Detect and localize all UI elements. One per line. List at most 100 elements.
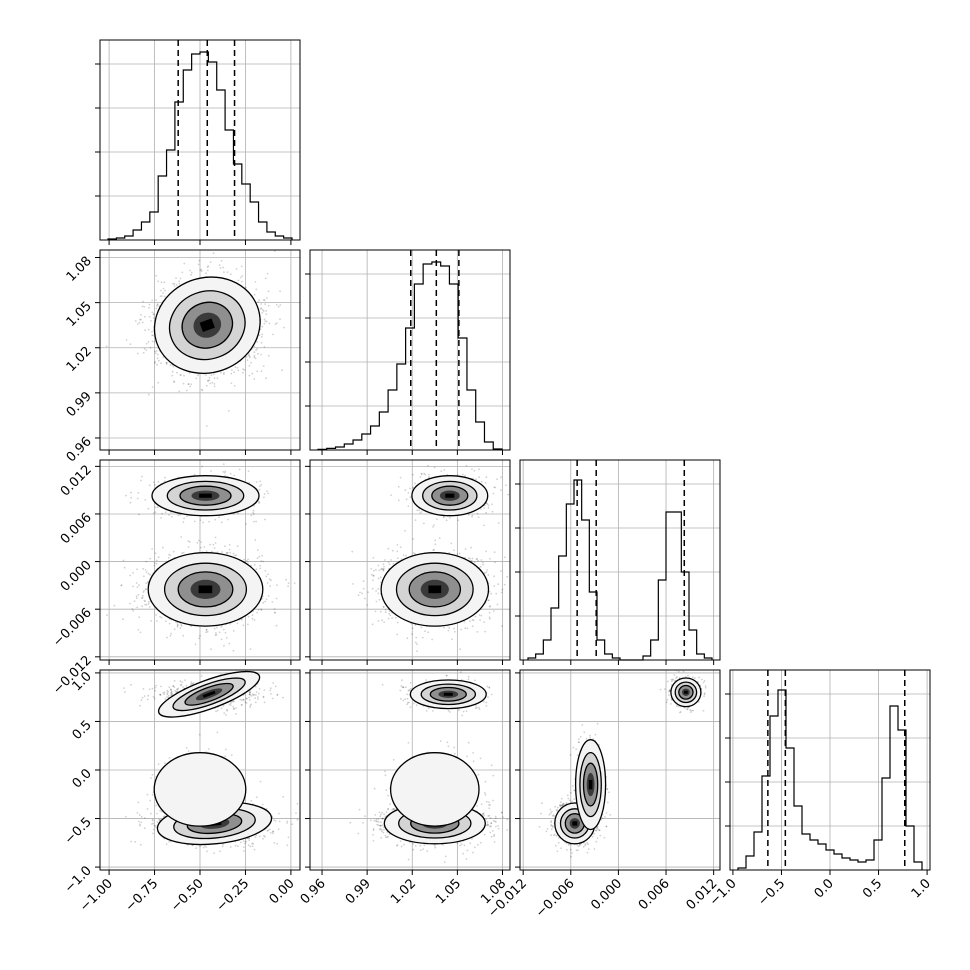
sample-point (156, 303, 159, 306)
sample-point (136, 606, 139, 609)
sample-point (260, 341, 263, 344)
sample-point (277, 305, 280, 308)
sample-point (270, 579, 272, 582)
sample-point (183, 517, 186, 520)
sample-point (247, 354, 250, 357)
sample-point (220, 626, 223, 628)
sample-point (267, 354, 270, 357)
sample-point (251, 614, 254, 616)
sample-point (169, 554, 172, 557)
sample-point (173, 282, 176, 285)
sample-point (154, 361, 157, 363)
sample-point (172, 282, 175, 285)
sample-point (264, 277, 267, 280)
sample-point (137, 629, 140, 631)
sample-point (183, 374, 185, 377)
sample-point (246, 359, 249, 361)
sample-point (275, 624, 278, 627)
histogram-panel-2 (515, 459, 721, 661)
sample-point (255, 568, 258, 571)
sample-point (196, 542, 199, 544)
sample-point (155, 559, 158, 562)
sample-point (164, 289, 166, 292)
sample-point (199, 519, 202, 521)
sample-point (264, 518, 266, 521)
sample-point (275, 322, 278, 324)
sample-point (177, 514, 180, 517)
sample-point (152, 481, 155, 484)
sample-point (168, 553, 171, 556)
sample-point (259, 564, 261, 567)
sample-point (216, 626, 218, 629)
sample-point (139, 631, 142, 634)
sample-point (201, 465, 203, 468)
sample-point (142, 575, 145, 578)
sample-point (252, 509, 255, 512)
sample-point (156, 363, 159, 366)
sample-point (165, 363, 168, 365)
sample-point (223, 371, 225, 374)
sample-point (276, 584, 278, 587)
sample-point (135, 582, 138, 584)
sample-point (200, 270, 203, 273)
sample-point (261, 325, 264, 328)
sample-point (285, 578, 287, 581)
sample-point (182, 634, 185, 637)
sample-point (189, 385, 192, 388)
sample-point (381, 619, 383, 622)
sample-point (202, 521, 204, 524)
sample-point (273, 611, 276, 614)
sample-point (183, 262, 186, 265)
sample-point (147, 580, 149, 583)
sample-point (134, 320, 137, 322)
sample-point (182, 382, 185, 385)
sample-point (180, 536, 183, 538)
sample-point (205, 628, 208, 631)
sample-point (151, 331, 153, 333)
sample-point (287, 585, 289, 588)
sample-point (273, 250, 276, 252)
sample-point (135, 595, 138, 598)
sample-point (198, 259, 201, 262)
sample-point (190, 383, 193, 386)
sample-point (260, 303, 263, 305)
sample-point (259, 485, 261, 488)
sample-point (207, 265, 210, 267)
sample-point (263, 299, 266, 302)
sample-point (206, 269, 209, 272)
sample-point (259, 308, 262, 310)
sample-point (147, 341, 150, 343)
sample-point (253, 505, 256, 507)
sample-point (143, 306, 146, 308)
sample-point (150, 320, 152, 322)
sample-point (247, 470, 250, 472)
sample-point (273, 608, 276, 610)
sample-point (213, 627, 216, 630)
sample-point (205, 374, 207, 376)
sample-point (224, 470, 227, 473)
sample-point (125, 494, 127, 497)
sample-point (143, 589, 146, 592)
sample-point (264, 569, 267, 572)
sample-point (212, 543, 215, 546)
sample-point (248, 353, 250, 356)
sample-point (259, 567, 261, 570)
sample-point (173, 285, 176, 287)
sample-point (170, 516, 173, 518)
sample-point (180, 374, 182, 376)
sample-point (152, 313, 155, 316)
sample-point (233, 554, 236, 557)
sample-point (145, 603, 148, 606)
sample-point (241, 280, 243, 283)
sample-point (232, 649, 235, 652)
sample-point (218, 516, 220, 519)
sample-point (209, 261, 212, 263)
sample-point (256, 549, 259, 551)
sample-point (232, 630, 235, 632)
sample-point (256, 348, 259, 350)
sample-point (155, 620, 158, 622)
sample-point (129, 574, 132, 577)
sample-point (200, 546, 202, 549)
sample-point (219, 267, 222, 269)
sample-point (271, 601, 274, 603)
